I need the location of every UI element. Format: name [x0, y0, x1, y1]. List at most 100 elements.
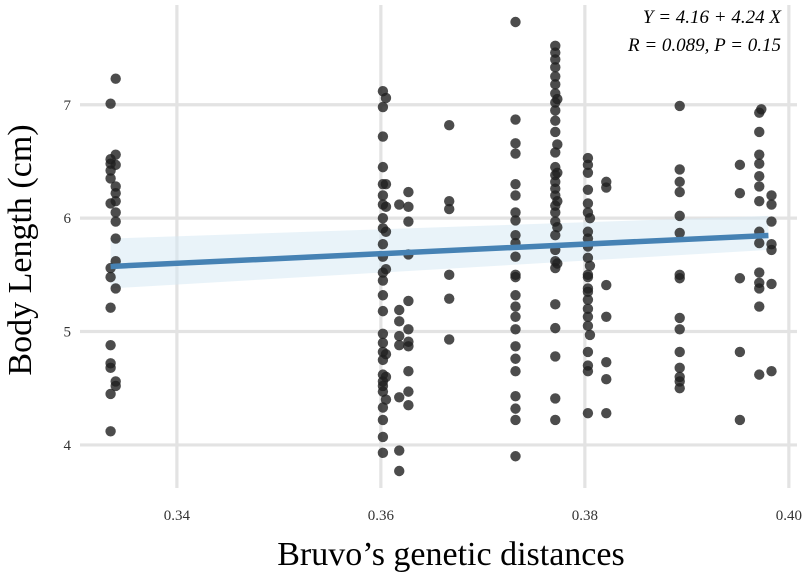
x-tick-label: 0.36: [368, 508, 395, 524]
data-point: [754, 158, 765, 169]
data-point: [550, 62, 561, 73]
data-point: [380, 92, 392, 104]
data-point: [601, 311, 612, 322]
data-point: [380, 178, 392, 190]
data-point: [674, 210, 685, 222]
data-point: [550, 393, 561, 404]
data-point: [550, 115, 561, 126]
data-point: [582, 407, 594, 419]
data-point: [394, 316, 405, 327]
data-point: [756, 104, 767, 115]
data-point: [582, 303, 594, 315]
data-point: [550, 79, 561, 90]
data-point: [510, 451, 521, 462]
data-point: [403, 201, 414, 213]
data-point: [550, 40, 561, 52]
data-point: [582, 269, 594, 281]
data-point: [510, 215, 521, 226]
data-point: [734, 188, 746, 199]
data-point: [754, 126, 765, 138]
data-point: [105, 426, 116, 437]
data-point: [674, 176, 685, 188]
data-point: [584, 329, 596, 341]
data-point: [674, 227, 685, 239]
data-point: [403, 324, 414, 335]
data-point: [766, 239, 777, 250]
data-point: [754, 195, 765, 207]
data-point: [105, 302, 116, 313]
data-point: [674, 346, 685, 358]
y-tick-label: 4: [64, 438, 72, 454]
data-point: [754, 237, 765, 249]
data-point: [510, 190, 521, 201]
data-point: [734, 414, 746, 426]
data-point: [582, 152, 594, 164]
data-point: [601, 279, 612, 291]
data-point: [444, 195, 455, 207]
data-point: [510, 414, 521, 426]
data-point: [552, 93, 563, 105]
data-point: [552, 139, 563, 150]
data-point: [754, 277, 765, 288]
data-point: [674, 269, 685, 281]
data-point: [582, 294, 594, 305]
data-point: [510, 229, 521, 241]
data-point: [582, 184, 594, 196]
data-point: [582, 167, 594, 179]
data-point: [394, 304, 405, 316]
data-point: [510, 301, 521, 312]
x-tick-labels: 0.34 0.36 0.38 0.40: [164, 508, 802, 524]
data-point: [550, 322, 561, 334]
data-point: [403, 400, 414, 411]
data-point: [444, 334, 455, 345]
data-point: [110, 195, 121, 207]
data-point: [766, 199, 777, 210]
data-point: [377, 131, 389, 142]
data-point: [550, 105, 561, 116]
data-point: [380, 349, 392, 360]
data-point: [510, 178, 521, 190]
data-point: [105, 358, 116, 369]
data-point: [105, 339, 116, 351]
data-point: [766, 366, 777, 377]
data-point: [110, 181, 121, 192]
data-point: [444, 203, 455, 215]
data-point: [510, 353, 521, 364]
data-point: [550, 229, 561, 241]
data-point: [582, 198, 594, 209]
y-tick-labels: 4 5 6 7: [64, 98, 72, 454]
data-point: [380, 371, 392, 383]
data-point: [510, 207, 521, 218]
data-point: [403, 216, 414, 227]
data-point: [550, 147, 561, 158]
data-point: [377, 275, 389, 286]
data-point: [380, 263, 392, 275]
data-point: [582, 311, 594, 322]
data-point: [582, 360, 594, 371]
data-point: [584, 212, 596, 224]
data-point: [510, 251, 521, 262]
data-point: [674, 164, 685, 175]
data-point: [377, 212, 389, 224]
data-point: [105, 388, 116, 400]
data-point: [377, 305, 389, 317]
data-point: [110, 216, 121, 227]
data-point: [766, 216, 777, 227]
data-point: [734, 273, 746, 284]
data-point: [582, 252, 594, 264]
data-point: [377, 190, 389, 201]
y-tick-label: 7: [64, 98, 72, 114]
data-point: [380, 394, 392, 405]
data-point: [510, 148, 521, 159]
data-point: [510, 290, 521, 301]
data-point: [510, 366, 521, 377]
data-point: [105, 98, 116, 109]
data-point: [754, 301, 765, 312]
data-point: [550, 71, 561, 82]
data-point: [105, 271, 116, 283]
data-point: [403, 186, 414, 198]
data-point: [510, 311, 521, 322]
data-point: [674, 186, 685, 198]
data-point: [403, 295, 414, 307]
